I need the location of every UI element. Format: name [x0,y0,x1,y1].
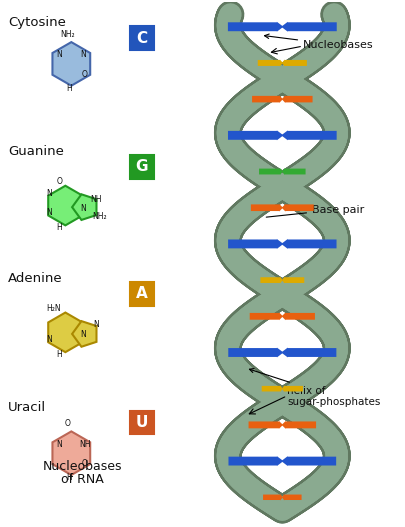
Polygon shape [48,186,83,226]
FancyArrow shape [281,239,337,249]
FancyArrow shape [282,95,313,103]
FancyArrow shape [282,168,306,175]
FancyArrow shape [260,277,283,284]
Text: U: U [135,415,148,430]
FancyArrow shape [228,130,284,140]
Text: of RNA: of RNA [61,473,104,486]
Text: Nucleobases: Nucleobases [43,460,122,473]
Text: O: O [81,70,87,79]
FancyArrow shape [228,22,284,32]
Text: N: N [47,189,52,198]
FancyBboxPatch shape [130,155,153,179]
Text: H₂N: H₂N [46,304,61,313]
FancyArrow shape [282,277,304,284]
Text: N: N [56,440,62,448]
Text: H: H [57,223,62,232]
Text: N: N [56,51,62,60]
Polygon shape [48,313,83,352]
Text: H: H [57,350,62,359]
Text: Adenine: Adenine [8,272,62,285]
FancyBboxPatch shape [130,411,153,434]
Text: O: O [57,177,62,186]
Text: Cytosine: Cytosine [8,16,66,29]
FancyBboxPatch shape [130,282,153,306]
Text: O: O [81,459,87,469]
Text: N: N [47,335,52,344]
FancyArrow shape [282,204,314,211]
FancyArrow shape [258,60,283,66]
Text: helix of
sugar-phosphates: helix of sugar-phosphates [249,368,381,407]
Text: G: G [135,160,148,174]
Text: Uracil: Uracil [8,401,46,414]
FancyArrow shape [282,60,307,66]
Text: H: H [66,473,72,482]
Text: N: N [94,320,99,329]
FancyArrow shape [259,168,283,175]
FancyArrow shape [281,348,337,357]
Text: O: O [64,419,70,428]
FancyBboxPatch shape [130,26,153,50]
FancyArrow shape [281,22,337,32]
Polygon shape [72,194,96,220]
Polygon shape [72,321,96,347]
Text: NH₂: NH₂ [92,212,107,221]
FancyArrow shape [228,456,284,466]
Text: NH: NH [80,440,91,448]
Text: H: H [66,84,72,93]
Text: Nucleobases: Nucleobases [264,34,374,50]
Polygon shape [53,42,90,86]
Text: C: C [136,31,147,46]
Text: NH₂: NH₂ [60,30,75,39]
FancyArrow shape [252,95,283,103]
FancyArrow shape [281,456,336,466]
Text: Base pair: Base pair [266,204,364,217]
FancyArrow shape [228,348,284,357]
FancyArrow shape [250,313,283,320]
FancyArrow shape [281,421,316,429]
FancyArrow shape [281,313,315,320]
Text: A: A [136,286,147,301]
FancyArrow shape [228,239,284,249]
Text: N: N [81,51,86,60]
FancyArrow shape [282,385,303,392]
FancyArrow shape [263,494,283,501]
FancyArrow shape [249,421,283,429]
Text: N: N [81,203,87,212]
FancyArrow shape [281,130,337,140]
FancyArrow shape [282,494,302,501]
FancyArrow shape [251,204,283,211]
Polygon shape [53,432,90,475]
Text: NH: NH [91,194,102,203]
Text: Guanine: Guanine [8,145,64,158]
FancyArrow shape [262,385,283,392]
Text: N: N [47,209,52,218]
Text: N: N [81,330,87,339]
